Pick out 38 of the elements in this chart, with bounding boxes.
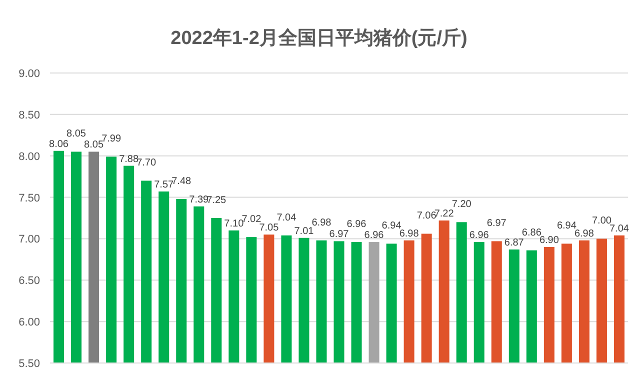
data-label: 7.04 (276, 212, 297, 224)
data-label: 6.97 (329, 229, 350, 240)
data-label: 6.98 (574, 228, 594, 240)
data-label: 6.97 (486, 218, 507, 230)
data-label: 7.48 (172, 176, 192, 187)
data-label: 6.98 (312, 217, 332, 228)
data-label: 7.00 (592, 216, 612, 227)
data-label: 6.96 (364, 230, 384, 242)
data-label: 6.96 (469, 230, 490, 242)
data-label: 6.90 (539, 235, 560, 246)
data-label: 8.05 (66, 128, 86, 140)
data-label: 7.99 (102, 134, 122, 145)
data-label: 7.70 (136, 158, 156, 169)
data-label: 7.88 (119, 154, 139, 165)
data-label: 7.20 (452, 199, 472, 210)
y-tick-label: 7.50 (18, 192, 40, 204)
y-tick-label: 6.50 (18, 275, 40, 288)
y-tick-label: 7.00 (18, 234, 40, 246)
data-label: 7.57 (154, 179, 174, 190)
y-tick-label: 6.00 (18, 316, 40, 329)
y-tick-label: 5.50 (18, 358, 40, 370)
data-label: 6.94 (382, 220, 402, 232)
data-label: 7.01 (294, 226, 314, 237)
data-label: 8.05 (84, 140, 104, 151)
data-label: 7.05 (259, 222, 280, 234)
data-label: 6.98 (399, 228, 420, 240)
chart-title: 2022年1-2月全国日平均猪价(元/斤) (170, 27, 468, 49)
data-label: 6.87 (504, 237, 524, 248)
data-label: 7.10 (224, 218, 244, 230)
data-label: 6.86 (522, 227, 542, 238)
data-label: 6.96 (346, 219, 367, 230)
data-label: 7.25 (206, 195, 227, 206)
y-tick-label: 8.00 (18, 150, 40, 163)
data-label: 7.04 (610, 223, 630, 234)
y-tick-label: 9.00 (18, 68, 40, 80)
data-label: 6.94 (556, 220, 577, 232)
y-tick-label: 8.50 (18, 109, 40, 122)
data-label: 8.06 (49, 138, 69, 150)
